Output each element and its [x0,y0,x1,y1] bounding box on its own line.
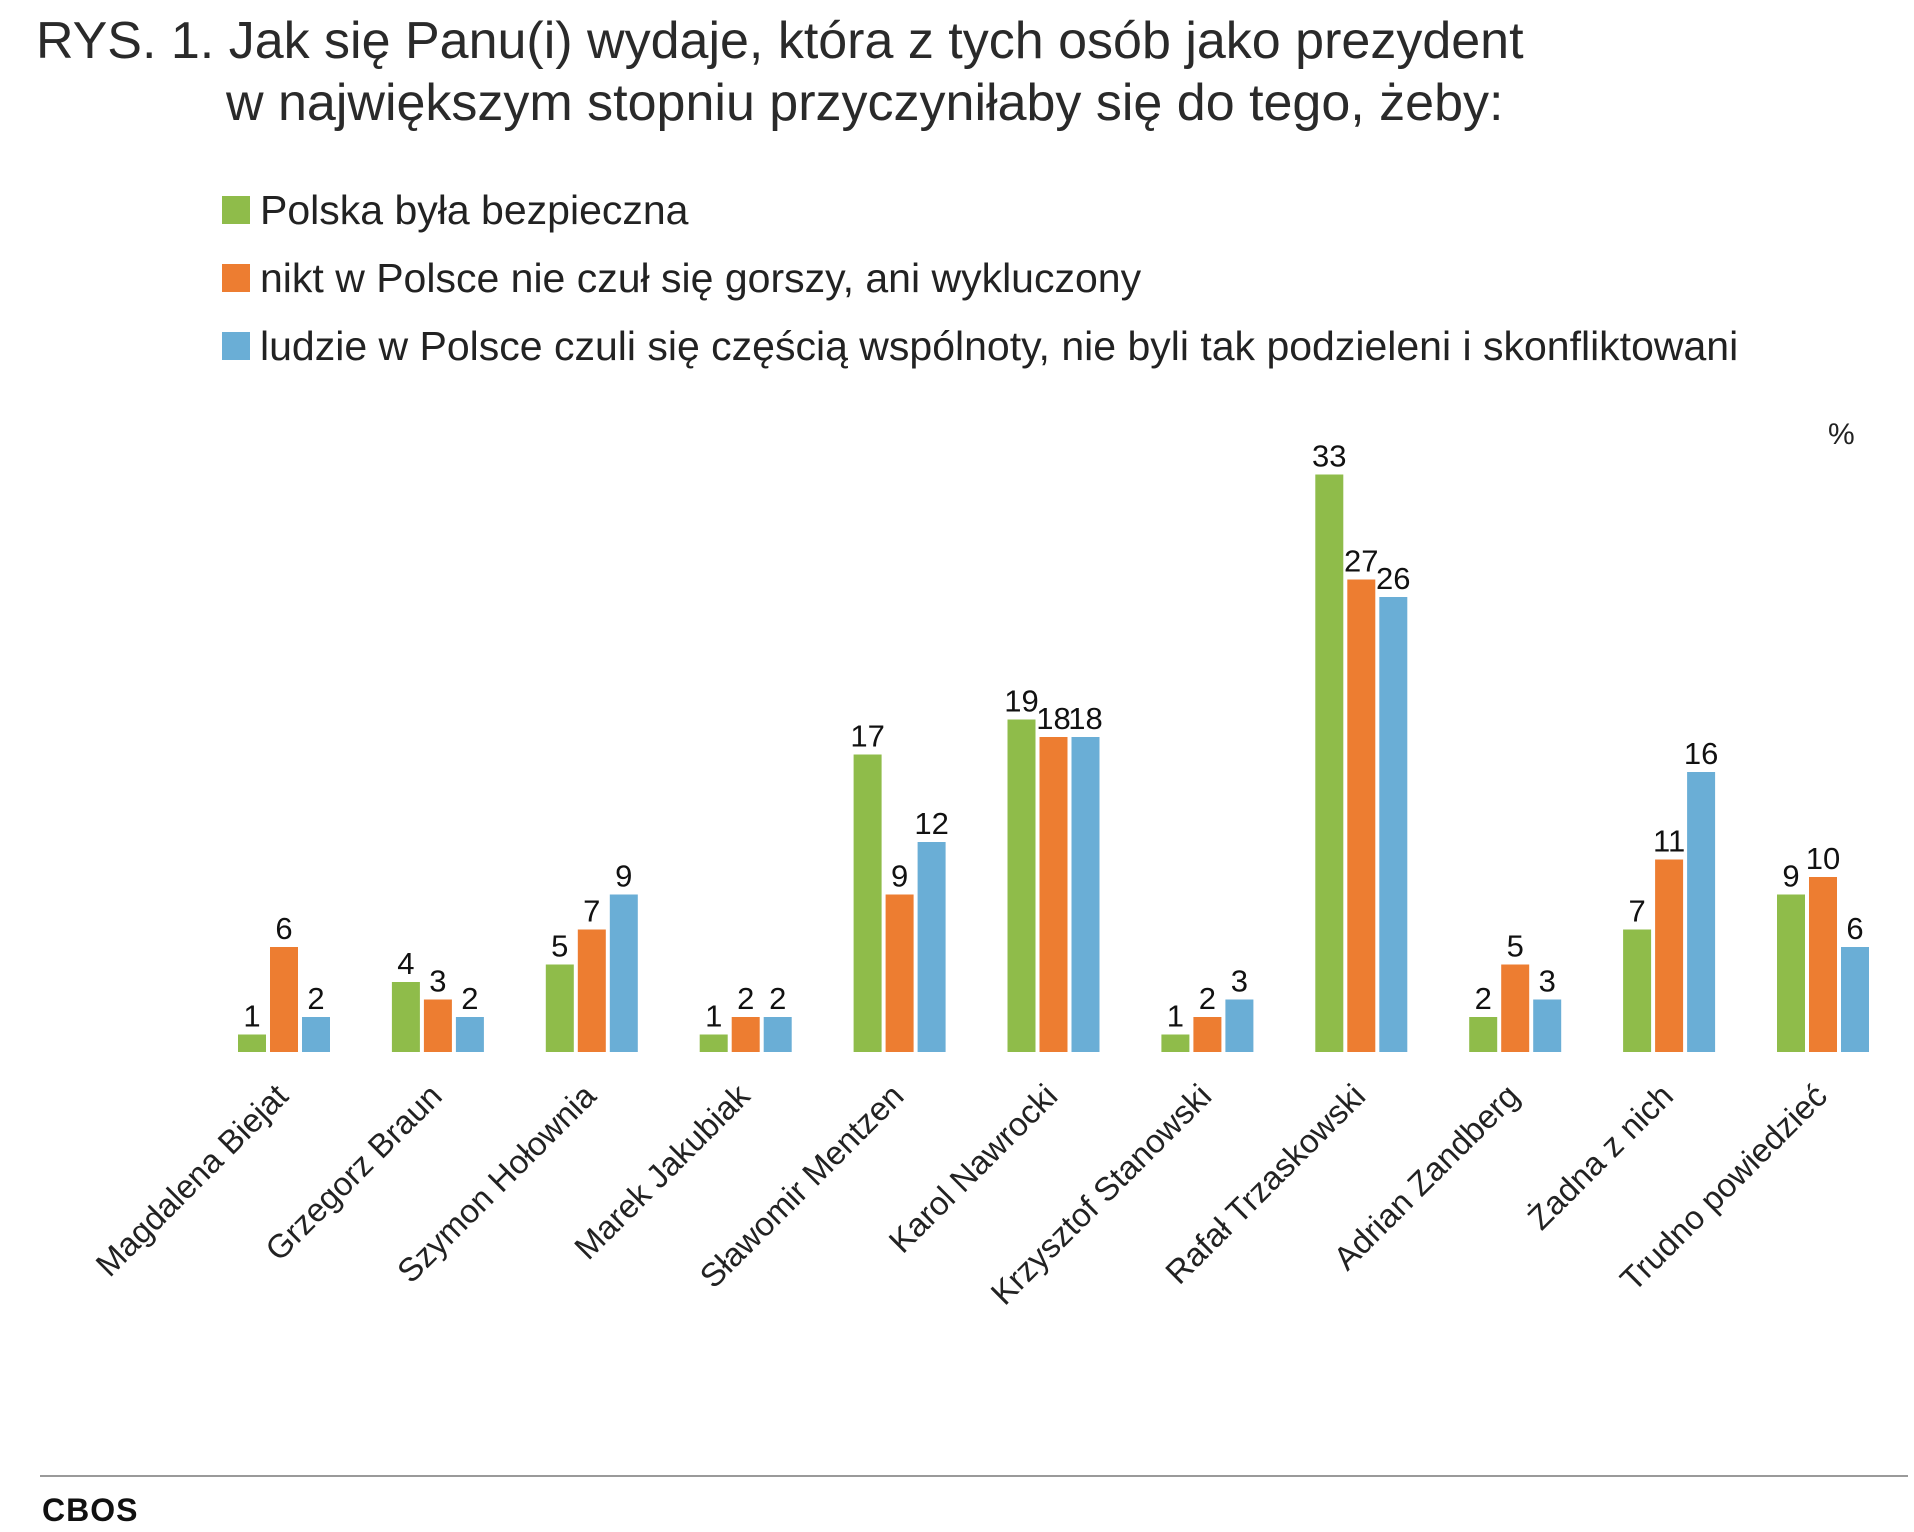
bar-series-3-7 [1225,999,1254,1052]
data-label-series-1-6: 19 [1004,684,1038,719]
data-label-series-3-1: 2 [307,981,324,1016]
data-label-series-1-1: 1 [243,999,260,1034]
bar-series-2-3 [577,929,606,1052]
data-label-series-3-3: 9 [615,859,632,894]
legend-label-series-2: nikt w Polsce nie czuł się gorszy, ani w… [260,254,1142,301]
data-label-series-2-7: 2 [1199,981,1216,1016]
bar-series-3-4 [763,1017,792,1052]
data-label-series-1-5: 17 [850,719,884,754]
data-label-series-3-6: 18 [1068,701,1102,736]
data-label-series-2-11: 10 [1806,841,1840,876]
bar-series-2-1 [270,947,298,1052]
bar-series-2-8 [1347,579,1376,1052]
data-label-series-3-5: 12 [914,806,948,841]
data-label-series-3-4: 2 [769,981,786,1016]
data-label-series-1-3: 5 [551,929,568,964]
unit-label: % [1828,418,1855,451]
bar-series-1-2 [391,982,420,1052]
bar-series-2-6 [1039,737,1068,1052]
bar-series-3-2 [455,1017,484,1052]
bar-series-2-9 [1501,964,1530,1052]
bar-series-1-5 [853,754,882,1052]
legend-label-series-1: Polska była bezpieczna [260,186,689,233]
data-label-series-1-11: 9 [1782,859,1799,894]
data-label-series-1-7: 1 [1167,999,1184,1034]
data-label-series-3-8: 26 [1376,561,1410,596]
bar-series-3-3 [609,894,638,1052]
bar-series-2-5 [885,894,914,1052]
bar-series-3-10 [1687,772,1716,1052]
data-label-series-1-10: 7 [1628,894,1645,929]
data-label-series-3-10: 16 [1684,736,1718,771]
data-label-series-2-10: 11 [1653,824,1685,859]
legend-item-series-1: Polska była bezpieczna [222,176,1738,244]
legend-swatch-series-2 [222,264,250,292]
data-label-series-3-7: 3 [1231,964,1248,999]
legend-item-series-3: ludzie w Polsce czuli się częścią wspóln… [222,312,1738,380]
data-label-series-3-9: 3 [1539,964,1556,999]
title-line-2: w największym stopniu przyczyniłaby się … [226,74,1504,132]
category-label-1: Magdalena Biejat [88,1077,294,1283]
bar-series-2-4 [731,1017,760,1052]
chart-title: RYS. 1. Jak się Panu(i) wydaje, która z … [36,10,1524,134]
source-label: CBOS [42,1492,139,1528]
data-label-series-2-3: 7 [583,894,600,929]
bar-series-2-11 [1809,877,1837,1052]
data-label-series-2-4: 2 [737,981,754,1016]
legend-swatch-series-3 [222,332,250,360]
bar-series-1-8 [1315,474,1344,1052]
bar-series-3-9 [1533,999,1562,1052]
legend-swatch-series-1 [222,196,250,224]
bar-series-1-6 [1007,719,1036,1052]
bar-series-3-6 [1071,737,1100,1052]
data-label-series-2-9: 5 [1507,929,1524,964]
data-label-series-2-8: 27 [1344,544,1378,579]
data-label-series-2-2: 3 [429,964,446,999]
data-label-series-3-11: 6 [1846,911,1863,946]
data-label-series-2-5: 9 [891,859,908,894]
data-label-series-1-8: 33 [1312,439,1346,474]
bar-series-1-1 [238,1034,266,1052]
data-label-series-1-4: 1 [705,999,722,1034]
bar-series-1-3 [545,964,574,1052]
data-label-series-2-1: 6 [275,911,292,946]
bar-series-1-10 [1623,929,1652,1052]
bar-series-1-7 [1161,1034,1190,1052]
bar-series-1-11 [1777,894,1805,1052]
bar-series-1-4 [699,1034,728,1052]
bar-series-2-10 [1655,859,1684,1052]
data-label-series-1-2: 4 [397,946,414,981]
data-label-series-3-2: 2 [461,981,478,1016]
legend-item-series-2: nikt w Polsce nie czuł się gorszy, ani w… [222,244,1738,312]
bar-series-2-7 [1193,1017,1222,1052]
legend-label-series-3: ludzie w Polsce czuli się częścią wspóln… [260,322,1739,369]
bar-series-3-11 [1841,947,1869,1052]
data-label-series-2-6: 18 [1036,701,1070,736]
footer-divider [40,1475,1908,1477]
legend: Polska była bezpieczna nikt w Polsce nie… [222,176,1738,380]
data-label-series-1-9: 2 [1475,981,1492,1016]
bar-series-3-5 [917,842,946,1052]
bar-series-3-8 [1379,597,1408,1052]
bar-series-3-1 [302,1017,330,1052]
bar-series-2-2 [423,999,452,1052]
category-label-10: Żadna z nich [1520,1077,1680,1237]
bar-series-1-9 [1469,1017,1498,1052]
title-line-1: RYS. 1. Jak się Panu(i) wydaje, która z … [36,12,1524,70]
